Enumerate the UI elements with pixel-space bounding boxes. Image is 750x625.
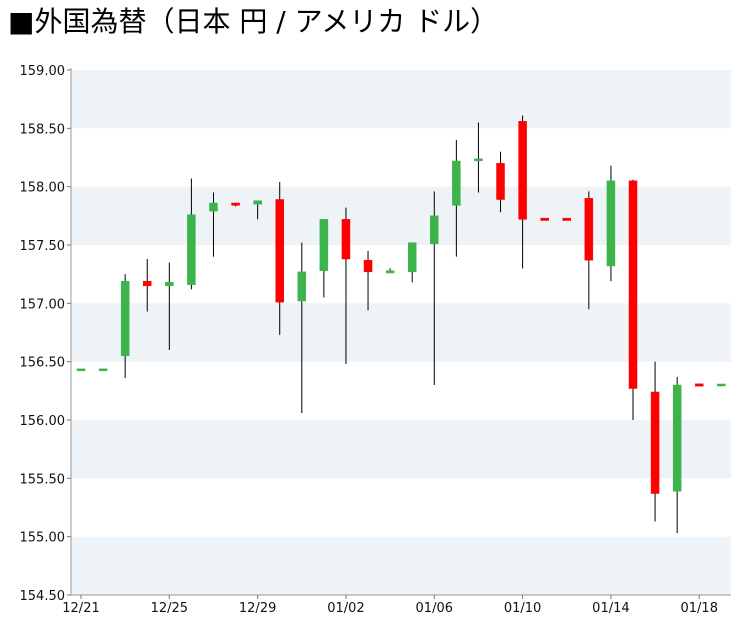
candle-body xyxy=(694,383,704,387)
grid-band xyxy=(71,70,731,129)
candle xyxy=(98,368,108,372)
candle-body xyxy=(275,199,284,303)
x-tick-label: 01/14 xyxy=(592,601,629,616)
candle-body xyxy=(385,270,395,274)
candle-body xyxy=(209,202,218,212)
y-tick-label: 156.50 xyxy=(20,356,66,371)
grid-band xyxy=(71,186,731,245)
candles xyxy=(76,115,726,534)
candle-body xyxy=(253,200,262,205)
candle-body xyxy=(120,280,130,357)
candle-body xyxy=(584,198,594,261)
candle-body xyxy=(496,163,505,200)
candle-body xyxy=(142,280,152,287)
candle xyxy=(120,274,130,378)
x-tick-label: 12/25 xyxy=(151,601,188,616)
y-tick-label: 155.50 xyxy=(20,472,66,487)
y-tick-label: 156.00 xyxy=(20,414,66,429)
candle xyxy=(584,191,594,310)
y-tick-label: 157.00 xyxy=(20,297,66,312)
candle-body xyxy=(187,214,196,285)
x-tick-label: 01/18 xyxy=(681,601,718,616)
candle xyxy=(562,217,572,221)
candle xyxy=(474,122,483,193)
y-tick-label: 155.00 xyxy=(20,531,66,546)
y-axis-ticks: 159.00 158.50 158.00 157.50 157.00 156.50 156.… xyxy=(20,64,71,604)
candle xyxy=(209,192,218,257)
candle-body xyxy=(540,217,549,221)
candle xyxy=(275,182,284,335)
candle-body xyxy=(297,271,307,302)
grid-band xyxy=(71,303,731,362)
candle-body xyxy=(628,180,638,389)
candle xyxy=(297,242,307,413)
candle-body xyxy=(606,180,616,267)
candle xyxy=(650,361,660,522)
candle xyxy=(319,219,329,298)
y-tick-label: 159.00 xyxy=(20,64,66,79)
candle-body xyxy=(452,160,461,206)
candle-body xyxy=(650,391,660,494)
candle xyxy=(452,140,461,257)
candle xyxy=(253,200,262,220)
candle xyxy=(341,207,351,364)
chart-title: ■外国為替（日本 円 / アメリカ ドル） xyxy=(8,5,499,38)
x-axis-ticks: 12/21 12/25 12/29 01/02 01/06 01/10 01/14 01/18 xyxy=(62,595,718,616)
grid-band xyxy=(71,420,731,479)
y-tick-label: 158.50 xyxy=(20,122,66,137)
candle xyxy=(717,383,726,387)
candle xyxy=(518,115,527,269)
candle-body xyxy=(231,202,240,206)
candle xyxy=(142,259,152,312)
candle xyxy=(363,250,373,311)
candle xyxy=(231,202,240,207)
candle xyxy=(540,217,549,221)
grid-bands xyxy=(71,70,731,595)
candle xyxy=(385,268,395,274)
candle-body xyxy=(363,259,373,273)
candle-body xyxy=(319,219,329,271)
candle xyxy=(672,376,682,534)
x-tick-label: 01/06 xyxy=(416,601,453,616)
candle-body xyxy=(76,368,86,372)
x-tick-label: 01/02 xyxy=(327,601,364,616)
candle-body xyxy=(165,282,174,287)
candle xyxy=(694,383,704,387)
candle xyxy=(165,262,174,350)
candle xyxy=(628,179,638,420)
y-tick-label: 154.50 xyxy=(20,589,66,604)
candle-body xyxy=(717,383,726,387)
candle-body xyxy=(518,121,527,220)
y-tick-label: 158.00 xyxy=(20,181,66,196)
x-tick-label: 12/29 xyxy=(239,601,276,616)
candle-body xyxy=(430,215,439,245)
axes xyxy=(70,68,731,596)
candle xyxy=(606,165,616,282)
grid-band xyxy=(71,536,731,595)
candle-body xyxy=(341,219,351,260)
y-tick-label: 157.50 xyxy=(20,239,66,254)
candle xyxy=(187,178,196,290)
x-tick-label: 01/10 xyxy=(504,601,541,616)
candle-body xyxy=(474,158,483,162)
candle xyxy=(496,151,505,213)
candle xyxy=(430,191,439,385)
candle-body xyxy=(407,242,417,273)
candle-body xyxy=(562,217,572,221)
candle-body xyxy=(672,384,682,492)
candle xyxy=(76,368,86,372)
candle-body xyxy=(98,368,108,372)
x-tick-label: 12/21 xyxy=(62,601,99,616)
candle xyxy=(407,242,417,283)
